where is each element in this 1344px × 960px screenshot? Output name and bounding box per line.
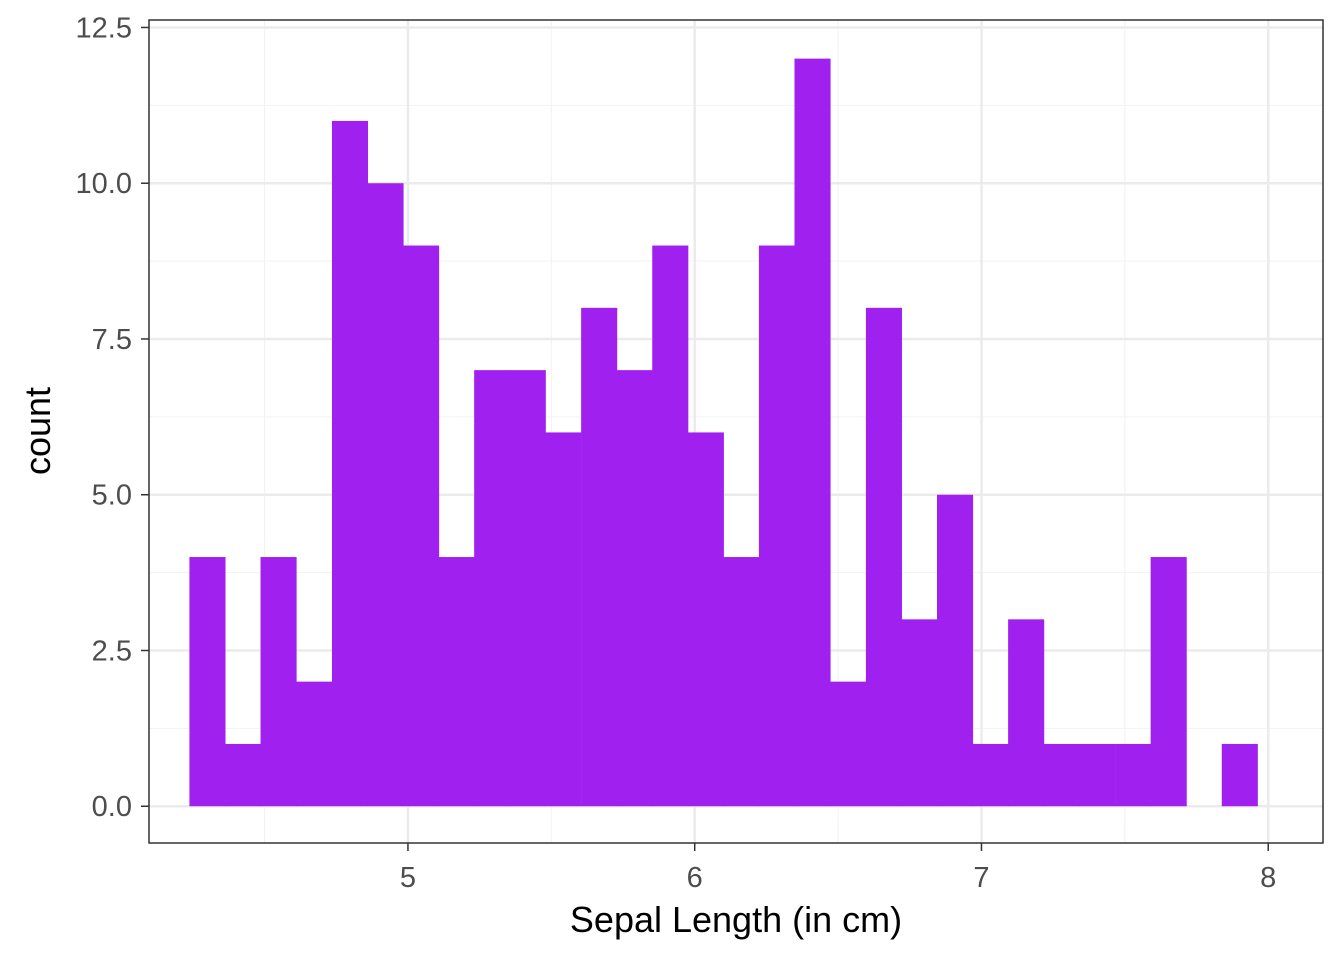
y-tick-label: 12.5: [76, 12, 132, 44]
histogram-bar: [1150, 557, 1187, 807]
y-axis: 0.0 2.5 5.0 7.5 10.0 12.5: [76, 12, 149, 823]
y-tick-label: 2.5: [92, 635, 132, 667]
x-axis-title: Sepal Length (in cm): [570, 899, 902, 940]
x-tick-label: 7: [973, 862, 989, 894]
histogram-bar: [830, 681, 867, 807]
histogram-bar: [794, 58, 831, 807]
x-axis: 5 6 7 8: [400, 843, 1276, 894]
histogram-bar: [438, 557, 475, 807]
histogram-bar: [474, 370, 511, 807]
histogram-bar: [972, 743, 1009, 807]
histogram-bar: [723, 557, 760, 807]
histogram-bar: [758, 245, 796, 807]
histogram-bar: [189, 557, 226, 807]
y-axis-title: count: [17, 387, 58, 475]
histogram-bar: [1221, 743, 1258, 807]
bars: [189, 58, 1258, 807]
histogram-bar: [1115, 743, 1152, 807]
y-tick-label: 5.0: [92, 480, 132, 512]
x-tick-label: 8: [1260, 862, 1276, 894]
histogram-bar: [260, 557, 297, 807]
histogram-bar: [331, 120, 369, 807]
histogram-bar: [1079, 743, 1116, 807]
histogram-bar: [403, 245, 440, 807]
y-tick-label: 7.5: [92, 324, 132, 356]
histogram-bar: [652, 245, 689, 807]
histogram-bar: [865, 307, 902, 807]
histogram-bar: [1043, 743, 1080, 807]
histogram-bar: [581, 307, 618, 807]
histogram-bar: [616, 370, 653, 807]
histogram-bar: [545, 432, 582, 807]
histogram-bar: [367, 183, 404, 807]
histogram-bar: [1008, 619, 1045, 807]
histogram-bar: [509, 370, 546, 807]
histogram-bar: [296, 681, 333, 807]
panel-border: [148, 19, 1324, 844]
y-tick-label: 10.0: [76, 168, 132, 200]
y-tick-label: 0.0: [92, 791, 132, 823]
histogram-bar: [901, 619, 938, 807]
histogram-bar: [224, 743, 262, 807]
histogram-bar: [687, 432, 724, 807]
x-tick-label: 6: [687, 862, 703, 894]
histogram-bar: [937, 494, 974, 807]
x-tick-label: 5: [400, 862, 416, 894]
